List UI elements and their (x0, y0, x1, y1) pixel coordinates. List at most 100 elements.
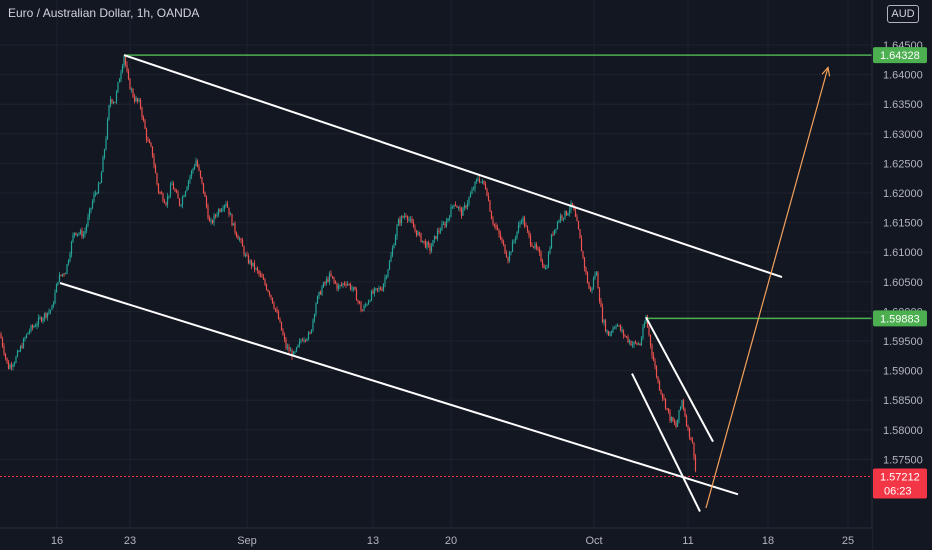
candle-body (250, 260, 253, 267)
candle-body (217, 209, 220, 215)
candle-body (385, 276, 388, 278)
candle-body (100, 172, 103, 183)
candle-body (676, 420, 679, 427)
candle-body (400, 216, 403, 224)
wedge-upper-line (645, 316, 714, 443)
candle-body (672, 417, 674, 422)
candle-body (295, 347, 298, 352)
candle-body (339, 284, 341, 286)
candle-body (607, 331, 610, 336)
candle-body (399, 219, 401, 224)
candle-body (40, 317, 43, 322)
candle-body (252, 262, 254, 267)
candle-body (550, 234, 553, 248)
candle-body (595, 272, 598, 275)
candle-body (441, 224, 443, 231)
candle-body (489, 200, 491, 212)
candle-body (238, 238, 241, 240)
candle-body (666, 408, 668, 410)
candle-body (619, 325, 622, 331)
candle-body (354, 287, 356, 290)
candle-body (160, 192, 163, 195)
candle-body (340, 284, 343, 286)
candle-body (634, 341, 637, 343)
candle-body (465, 205, 467, 208)
candle-body (61, 273, 64, 276)
candle-body (351, 288, 353, 290)
candle-body (229, 214, 232, 216)
candle-body (523, 217, 526, 226)
candle-body (405, 215, 407, 217)
candle-body (418, 232, 421, 234)
currency-button[interactable]: AUD (887, 5, 919, 23)
candle-body (259, 273, 262, 275)
candle-body (202, 183, 205, 193)
candle-body (79, 230, 82, 234)
candle-body (103, 149, 106, 158)
candle-body (52, 303, 55, 306)
candle-body (175, 190, 178, 193)
candle-body (315, 303, 317, 315)
candle-body (12, 364, 14, 367)
candle-body (117, 82, 119, 92)
candle-body (463, 205, 466, 209)
candle-body (75, 232, 77, 236)
candle-body (286, 346, 289, 348)
candle-body (355, 289, 358, 301)
candle-body (471, 189, 473, 194)
candle-body (264, 279, 266, 285)
x-tick-label: Oct (585, 535, 602, 547)
candle-body (531, 244, 533, 247)
candle-body (661, 393, 664, 398)
candle-body (189, 176, 191, 181)
candle-body (576, 216, 578, 222)
candle-body (153, 156, 155, 166)
candle-body (193, 166, 196, 169)
candle-body (157, 183, 160, 193)
candle-body (154, 165, 157, 174)
y-tick-label: 1.63000 (883, 129, 923, 141)
candle-body (556, 222, 559, 229)
candle-body (459, 207, 461, 209)
candle-body (624, 335, 626, 337)
candle-body (292, 351, 295, 357)
candle-body (408, 219, 410, 221)
candle-body (484, 184, 487, 189)
candle-body (361, 310, 364, 312)
candle-body (390, 255, 392, 262)
candle-body (681, 400, 683, 407)
candle-body (277, 311, 280, 320)
candle-body (612, 328, 614, 332)
candle-body (535, 244, 538, 249)
current-price-box (873, 468, 927, 499)
candle-body (324, 282, 326, 284)
candle-body (169, 185, 172, 196)
candle-body (243, 246, 245, 255)
candle-body (444, 223, 446, 227)
candle-body (148, 140, 151, 144)
candle-body (322, 282, 325, 288)
candle-body (249, 260, 251, 264)
candle-body (682, 400, 685, 410)
candle-body (124, 56, 127, 65)
candle-body (108, 105, 110, 120)
candle-body (421, 240, 424, 242)
candle-body (343, 283, 346, 285)
candle-body (645, 316, 647, 324)
candle-body (36, 324, 38, 327)
candle-body (310, 329, 313, 334)
candle-body (303, 339, 305, 341)
candle-body (187, 180, 190, 187)
candle-body (283, 334, 286, 340)
candle-body (234, 223, 236, 233)
candle-body (51, 305, 53, 310)
y-tick-label: 1.61000 (883, 247, 923, 259)
candle-body (177, 192, 179, 199)
candle-body (219, 209, 221, 212)
candle-body (265, 284, 268, 290)
candle-body (30, 325, 32, 332)
candle-body (24, 337, 26, 340)
price-axis: 1.645001.640001.635001.630001.625001.620… (871, 0, 932, 550)
candle-body (540, 252, 542, 262)
